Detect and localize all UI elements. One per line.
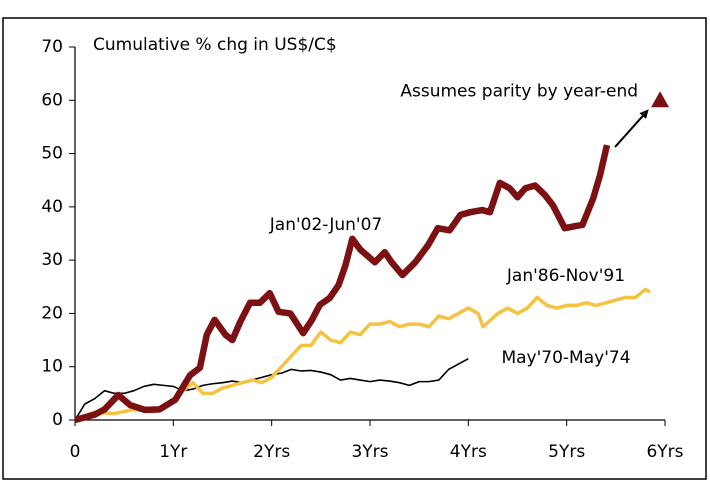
annotation-arrow	[614, 111, 647, 148]
x-tick-label: 2Yrs	[253, 442, 290, 462]
series-label: Jan'02-Jun'07	[269, 215, 382, 235]
y-tick-label: 70	[41, 37, 63, 57]
series-line	[74, 287, 652, 422]
y-tick-label: 20	[41, 303, 63, 323]
annotation-text: Assumes parity by year-end	[400, 81, 638, 101]
y-tick-label: 30	[41, 250, 63, 270]
y-tick-label: 60	[41, 90, 63, 110]
series-line	[74, 358, 469, 421]
annotation-marker	[651, 91, 670, 108]
axis-title: Cumulative % chg in US$/C$	[93, 35, 337, 55]
arrow-head	[639, 109, 649, 119]
series-line	[74, 144, 611, 424]
x-tick-label: 0	[70, 442, 81, 462]
y-tick-label: 0	[52, 410, 63, 430]
x-tick-label: 5Yrs	[548, 442, 585, 462]
y-tick-label: 40	[41, 197, 63, 217]
frame	[2, 17, 707, 480]
x-tick-label: 6Yrs	[646, 442, 683, 462]
series-label: Jan'86-Nov'91	[506, 266, 625, 286]
y-tick-label: 50	[41, 144, 63, 164]
y-tick-label: 10	[41, 357, 63, 377]
series-label: May'70-May'74	[501, 348, 630, 368]
x-tick-label: 3Yrs	[351, 442, 388, 462]
x-tick-label: 4Yrs	[450, 442, 487, 462]
x-tick-label: 1Yr	[159, 442, 187, 462]
